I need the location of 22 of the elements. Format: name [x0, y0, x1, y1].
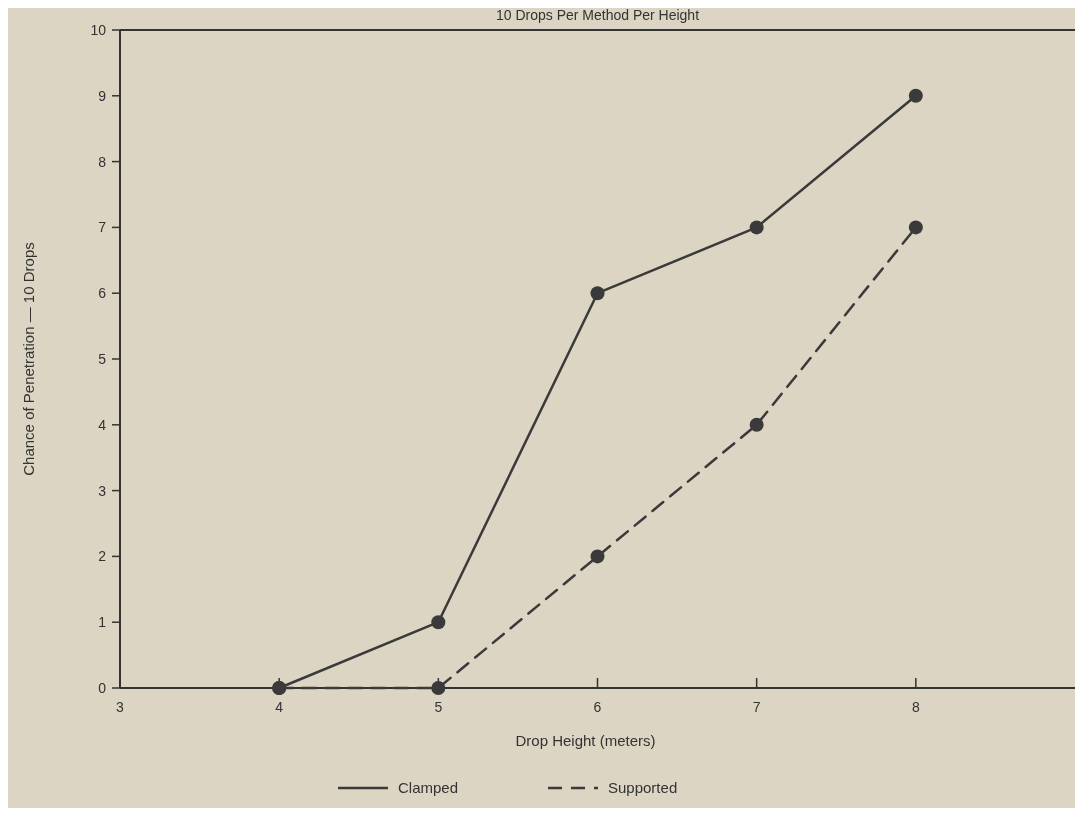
x-axis-title: Drop Height (meters) [515, 732, 656, 749]
x-tick-label: 7 [752, 699, 761, 715]
y-tick-label: 7 [98, 219, 107, 236]
y-tick-label: 2 [98, 548, 107, 565]
legend-label: Supported [608, 779, 678, 797]
chart-title: 10 Drops Per Method Per Height [495, 7, 700, 23]
y-tick-label: 0 [98, 679, 107, 696]
x-tick-label: 6 [593, 699, 602, 715]
y-tick-label: 6 [98, 285, 107, 302]
y-tick-label: 5 [98, 350, 107, 367]
y-axis-title: Chance of Penetration — 10 Drops [20, 242, 37, 476]
legend-label: Clamped [398, 779, 459, 797]
x-tick-label: 8 [911, 699, 920, 715]
y-tick-label: 8 [98, 153, 107, 170]
y-tick-label: 10 [90, 21, 107, 38]
x-tick-label: 3 [116, 699, 125, 715]
y-tick-label: 9 [98, 87, 107, 104]
y-tick-label: 3 [98, 482, 107, 499]
y-tick-label: 4 [98, 416, 107, 433]
x-tick-label: 5 [434, 699, 443, 715]
x-tick-label: 4 [275, 699, 284, 715]
y-tick-label: 1 [98, 614, 107, 631]
